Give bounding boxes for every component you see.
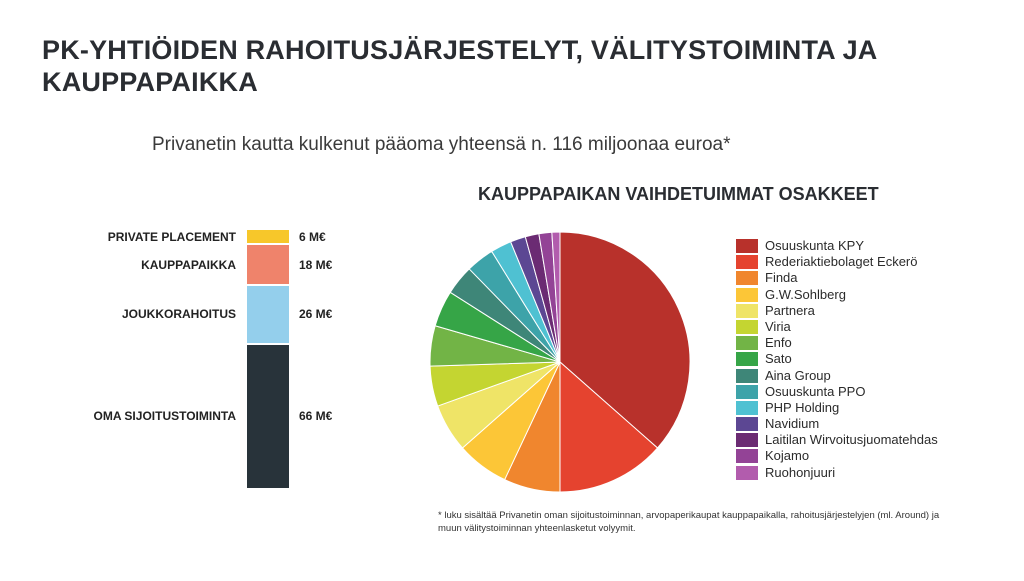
bar-segment bbox=[247, 245, 289, 285]
legend-label: Sato bbox=[765, 351, 792, 367]
legend-swatch bbox=[736, 239, 758, 253]
legend-label: PHP Holding bbox=[765, 399, 840, 415]
bar-value-label: 66 M€ bbox=[299, 409, 333, 424]
legend-swatch bbox=[736, 352, 758, 367]
legend-swatch bbox=[736, 433, 758, 448]
legend-swatch bbox=[736, 255, 758, 270]
legend-swatch bbox=[736, 271, 758, 286]
legend-swatch bbox=[736, 319, 758, 334]
footnote: * luku sisältää Privanetin oman sijoitus… bbox=[438, 510, 940, 534]
legend-swatch bbox=[736, 368, 758, 383]
pie-slice bbox=[551, 231, 561, 363]
legend-label: Rederiaktiebolaget Eckerö bbox=[765, 254, 918, 270]
legend-label: Navidium bbox=[765, 416, 820, 432]
legend-label: Finda bbox=[765, 270, 798, 286]
pie-chart-title: KAUPPAPAIKAN VAIHDETUIMMAT OSAKKEET bbox=[478, 184, 879, 204]
legend-label: Ruohonjuuri bbox=[765, 464, 836, 480]
legend-label: Viria bbox=[765, 318, 791, 334]
bar-segment bbox=[247, 286, 289, 343]
bar-segment bbox=[247, 344, 289, 488]
legend-swatch bbox=[736, 465, 758, 480]
legend-label: Enfo bbox=[765, 335, 792, 351]
legend-swatch bbox=[736, 449, 758, 464]
bar-category-label: KAUPPAPAIKKA bbox=[141, 257, 236, 272]
bar-category-label: JOUKKORAHOITUS bbox=[121, 307, 236, 322]
stacked-bar-chart: PRIVATE PLACEMENT 6 M€ KAUPPAPAIKKA 18 M€ JO… bbox=[0, 0, 400, 581]
legend-label: Partnera bbox=[765, 302, 815, 318]
legend-swatch bbox=[736, 417, 758, 432]
legend-label: Kojamo bbox=[765, 448, 810, 464]
bar-category-label: PRIVATE PLACEMENT bbox=[107, 229, 236, 244]
legend-swatch bbox=[736, 384, 758, 399]
page-title: PK-YHTIÖIDEN RAHOITUSJÄRJESTELYT, VÄLITY… bbox=[42, 35, 877, 97]
pie-chart bbox=[429, 231, 691, 493]
bar-value-label: 6 M€ bbox=[299, 229, 326, 244]
pie-slice bbox=[559, 360, 659, 493]
bar-segment bbox=[247, 230, 289, 244]
legend-swatch bbox=[736, 400, 758, 415]
legend-label: Aina Group bbox=[765, 367, 831, 383]
legend-label: Osuuskunta PPO bbox=[765, 383, 866, 399]
bar-value-label: 26 M€ bbox=[299, 307, 333, 322]
legend-label: Laitilan Wirvoitusjuomatehdas bbox=[765, 432, 938, 448]
legend-swatch bbox=[736, 287, 758, 302]
pie-slice bbox=[559, 231, 691, 449]
page-subtitle: Privanetin kautta kulkenut pääoma yhteen… bbox=[152, 134, 731, 155]
legend-label: Osuuskunta KPY bbox=[765, 238, 864, 253]
legend-label: G.W.Sohlberg bbox=[765, 286, 846, 302]
bar-category-label: OMA SIJOITUSTOIMINTA bbox=[93, 409, 236, 424]
bar-value-label: 18 M€ bbox=[299, 257, 333, 272]
legend-swatch bbox=[736, 303, 758, 318]
legend-swatch bbox=[736, 336, 758, 351]
